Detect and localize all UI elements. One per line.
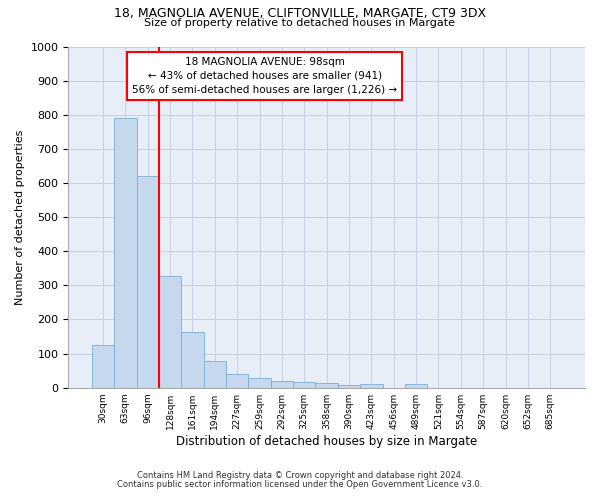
Bar bbox=[226, 374, 248, 388]
Text: 18, MAGNOLIA AVENUE, CLIFTONVILLE, MARGATE, CT9 3DX: 18, MAGNOLIA AVENUE, CLIFTONVILLE, MARGA… bbox=[114, 8, 486, 20]
Bar bbox=[114, 118, 137, 388]
Bar bbox=[405, 384, 427, 388]
Bar bbox=[137, 176, 159, 388]
Text: Contains HM Land Registry data © Crown copyright and database right 2024.: Contains HM Land Registry data © Crown c… bbox=[137, 471, 463, 480]
Bar bbox=[92, 345, 114, 388]
Bar bbox=[203, 361, 226, 388]
Bar bbox=[159, 276, 181, 388]
Bar bbox=[316, 382, 338, 388]
Bar bbox=[181, 332, 203, 388]
Bar bbox=[248, 378, 271, 388]
Bar bbox=[338, 385, 360, 388]
Text: Size of property relative to detached houses in Margate: Size of property relative to detached ho… bbox=[145, 18, 455, 28]
Bar bbox=[271, 381, 293, 388]
Text: Contains public sector information licensed under the Open Government Licence v3: Contains public sector information licen… bbox=[118, 480, 482, 489]
Y-axis label: Number of detached properties: Number of detached properties bbox=[15, 130, 25, 305]
Text: 18 MAGNOLIA AVENUE: 98sqm
← 43% of detached houses are smaller (941)
56% of semi: 18 MAGNOLIA AVENUE: 98sqm ← 43% of detac… bbox=[132, 56, 397, 94]
Bar bbox=[293, 382, 316, 388]
Bar bbox=[360, 384, 383, 388]
X-axis label: Distribution of detached houses by size in Margate: Distribution of detached houses by size … bbox=[176, 434, 477, 448]
